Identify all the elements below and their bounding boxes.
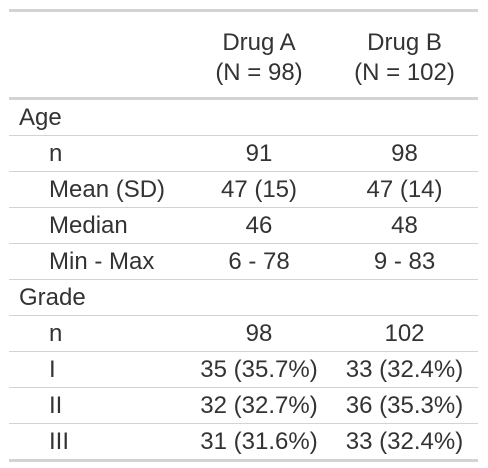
bottom-rule xyxy=(9,459,478,462)
cell-drug-a: 6 - 78 xyxy=(228,248,290,275)
table-row: Min - Max 6 - 78 9 - 83 xyxy=(9,244,478,279)
row-label: II xyxy=(49,392,63,419)
row-divider xyxy=(9,171,478,172)
cell-drug-b: 9 - 83 xyxy=(373,248,436,275)
column-header-drug-b: Drug B (N = 102) xyxy=(331,28,478,88)
cell-drug-b: 33 (32.4%) xyxy=(345,428,464,455)
row-divider xyxy=(9,387,478,388)
table-row: II 32 (32.7%) 36 (35.3%) xyxy=(9,388,478,423)
cell-drug-b: 33 (32.4%) xyxy=(345,356,464,383)
top-rule xyxy=(9,9,478,12)
row-label: III xyxy=(49,428,70,455)
table-row: n 91 98 xyxy=(9,136,478,171)
header-rule xyxy=(9,97,478,100)
cell-drug-b: 102 xyxy=(384,320,425,347)
table-row: Mean (SD) 47 (15) 47 (14) xyxy=(9,172,478,207)
table-header: Drug A (N = 98) Drug B (N = 102) xyxy=(9,12,478,97)
row-divider xyxy=(9,135,478,136)
cell-drug-a: 35 (35.7%) xyxy=(200,356,318,383)
cell-drug-a: 46 xyxy=(245,212,273,239)
row-divider xyxy=(9,243,478,244)
cell-drug-b: 98 xyxy=(391,140,418,167)
row-label: I xyxy=(49,356,56,383)
group-row-grade: Grade xyxy=(9,280,478,315)
cell-drug-b: 48 xyxy=(391,212,418,239)
group-row-age: Age xyxy=(9,100,478,135)
cell-drug-a: 32 (32.7%) xyxy=(200,392,318,419)
row-label: Min - Max xyxy=(49,248,155,275)
row-label: n xyxy=(49,320,63,347)
row-divider xyxy=(9,423,478,424)
column-name: Drug A xyxy=(222,29,296,56)
cell-drug-b: 47 (14) xyxy=(366,176,443,203)
cell-drug-b: 36 (35.3%) xyxy=(345,392,464,419)
table-row: n 98 102 xyxy=(9,316,478,351)
column-name: Drug B xyxy=(367,29,442,56)
cell-drug-a: 47 (15) xyxy=(220,176,298,203)
table-row: Median 46 48 xyxy=(9,208,478,243)
table-row: III 31 (31.6%) 33 (32.4%) xyxy=(9,424,478,459)
cell-drug-a: 31 (31.6%) xyxy=(200,428,318,455)
summary-table: Drug A (N = 98) Drug B (N = 102) Age n 9… xyxy=(9,9,478,462)
row-label: Mean (SD) xyxy=(49,176,166,203)
cell-drug-a: 91 xyxy=(245,140,273,167)
column-n: (N = 102) xyxy=(354,59,455,86)
cell-drug-a: 98 xyxy=(245,320,273,347)
group-label: Grade xyxy=(19,284,86,311)
row-label: Median xyxy=(49,212,128,239)
row-divider xyxy=(9,351,478,352)
table-row: I 35 (35.7%) 33 (32.4%) xyxy=(9,352,478,387)
row-divider xyxy=(9,315,478,316)
column-header-drug-a: Drug A (N = 98) xyxy=(188,28,330,88)
row-label: n xyxy=(49,140,63,167)
row-divider xyxy=(9,207,478,208)
column-n: (N = 98) xyxy=(215,59,303,86)
group-label: Age xyxy=(19,104,62,131)
row-divider xyxy=(9,279,478,280)
